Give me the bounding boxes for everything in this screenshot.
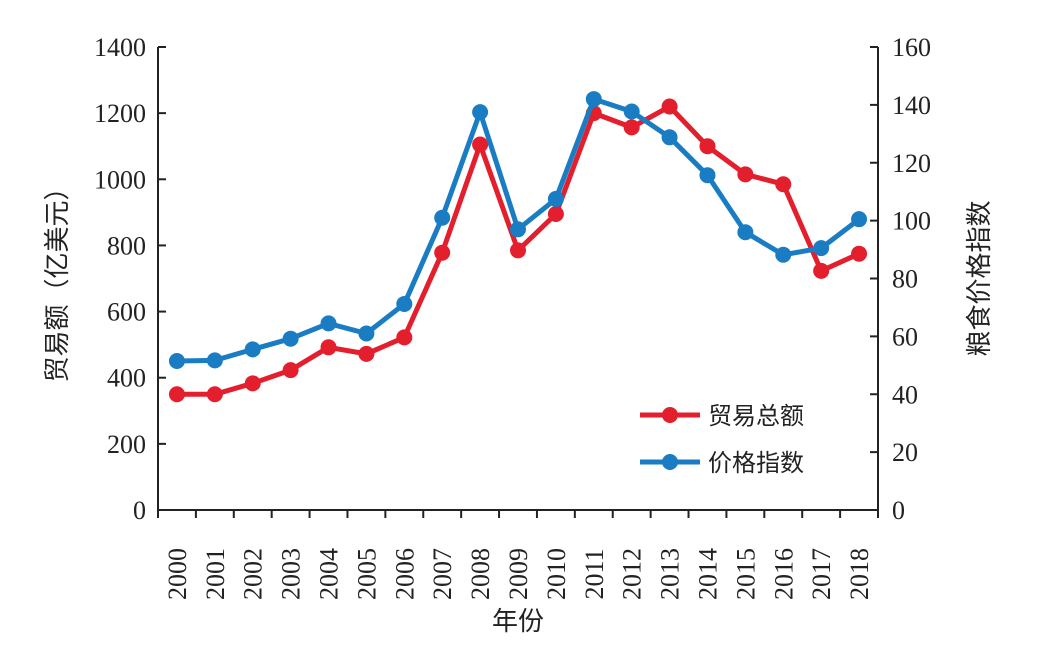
- data-point-1: [547, 190, 564, 207]
- legend-marker-price: [662, 454, 678, 470]
- data-point-0: [434, 244, 451, 261]
- legend: 贸易总额 价格指数: [640, 402, 804, 477]
- y-axis-left-title: 贸易额（亿美元）: [43, 174, 73, 382]
- legend-marker-trade: [662, 407, 678, 423]
- data-point-0: [623, 119, 640, 136]
- x-tick-label: 2001: [201, 548, 230, 600]
- data-point-0: [320, 339, 337, 356]
- data-point-0: [737, 166, 754, 183]
- data-point-1: [623, 103, 640, 120]
- y-right-tick-label: 160: [892, 33, 931, 62]
- x-tick-label: 2006: [390, 548, 419, 600]
- y-right-tick-label: 60: [892, 322, 918, 351]
- x-axis-title: 年份: [492, 607, 544, 637]
- x-tick-label: 2018: [845, 548, 874, 600]
- x-tick-label: 2000: [163, 548, 192, 600]
- y-right-tick-label: 0: [892, 496, 905, 525]
- data-point-1: [813, 240, 830, 257]
- x-tick-label: 2014: [693, 548, 722, 600]
- data-point-0: [813, 262, 830, 279]
- data-point-0: [396, 329, 413, 346]
- x-tick-label: 2007: [428, 548, 457, 600]
- data-point-1: [282, 330, 299, 347]
- data-point-1: [396, 295, 413, 312]
- data-point-1: [851, 211, 868, 228]
- x-tick-label: 2013: [656, 548, 685, 600]
- data-point-0: [661, 98, 678, 115]
- x-tick-label: 2011: [580, 548, 609, 599]
- x-tick-label: 2010: [542, 548, 571, 600]
- legend-label-trade: 贸易总额: [708, 402, 804, 430]
- y-left-tick-label: 0: [133, 496, 146, 525]
- y-right-tick-label: 120: [892, 149, 931, 178]
- data-point-0: [775, 176, 792, 193]
- x-tick-label: 2005: [352, 548, 381, 600]
- y-right-tick-label: 100: [892, 207, 931, 236]
- x-tick-label: 2012: [618, 548, 647, 600]
- data-point-1: [358, 325, 375, 342]
- axes: 0 200 400 600 800 1000 1200 1400 0 20 40 60 80 100 120…: [94, 33, 931, 600]
- data-point-1: [472, 104, 489, 121]
- legend-label-price: 价格指数: [708, 449, 804, 477]
- x-tick-label: 2009: [504, 548, 533, 600]
- data-point-1: [244, 341, 261, 358]
- data-point-0: [282, 362, 299, 379]
- data-point-1: [737, 224, 754, 241]
- data-point-0: [851, 245, 868, 262]
- x-tick-label: 2002: [239, 548, 268, 600]
- x-tick-label: 2004: [315, 548, 344, 600]
- x-tick-label: 2017: [807, 548, 836, 600]
- data-point-0: [547, 206, 564, 223]
- x-tick-label: 2015: [731, 548, 760, 600]
- data-point-1: [168, 352, 185, 369]
- y-right-tick-label: 80: [892, 265, 918, 294]
- data-point-0: [168, 386, 185, 403]
- data-point-1: [434, 209, 451, 226]
- y-axis-right-title: 粮食价格指数: [965, 200, 995, 356]
- data-point-1: [510, 221, 526, 238]
- data-point-1: [206, 352, 223, 369]
- x-tick-label: 2016: [769, 548, 798, 600]
- data-point-0: [358, 345, 375, 362]
- y-left-tick-label: 1000: [94, 165, 146, 194]
- data-point-0: [472, 136, 489, 153]
- data-point-1: [320, 315, 337, 332]
- y-right-tick-label: 20: [892, 438, 918, 467]
- y-left-tick-label: 1400: [94, 33, 146, 62]
- data-point-0: [510, 242, 526, 259]
- y-left-tick-label: 1200: [94, 99, 146, 128]
- data-point-1: [699, 167, 716, 184]
- x-tick-label: 2008: [466, 548, 495, 600]
- data-point-0: [699, 138, 716, 155]
- y-left-tick-label: 200: [107, 430, 146, 459]
- data-point-1: [585, 91, 602, 108]
- y-right-tick-label: 40: [892, 380, 918, 409]
- x-tick-label: 2003: [277, 548, 306, 600]
- y-left-tick-label: 400: [107, 364, 146, 393]
- data-point-0: [244, 375, 261, 392]
- y-left-tick-label: 800: [107, 231, 146, 260]
- data-point-0: [206, 386, 223, 403]
- y-left-tick-label: 600: [107, 298, 146, 327]
- data-point-1: [661, 129, 678, 146]
- series-layer: [168, 91, 868, 403]
- y-right-tick-label: 140: [892, 91, 931, 120]
- data-point-1: [775, 246, 792, 263]
